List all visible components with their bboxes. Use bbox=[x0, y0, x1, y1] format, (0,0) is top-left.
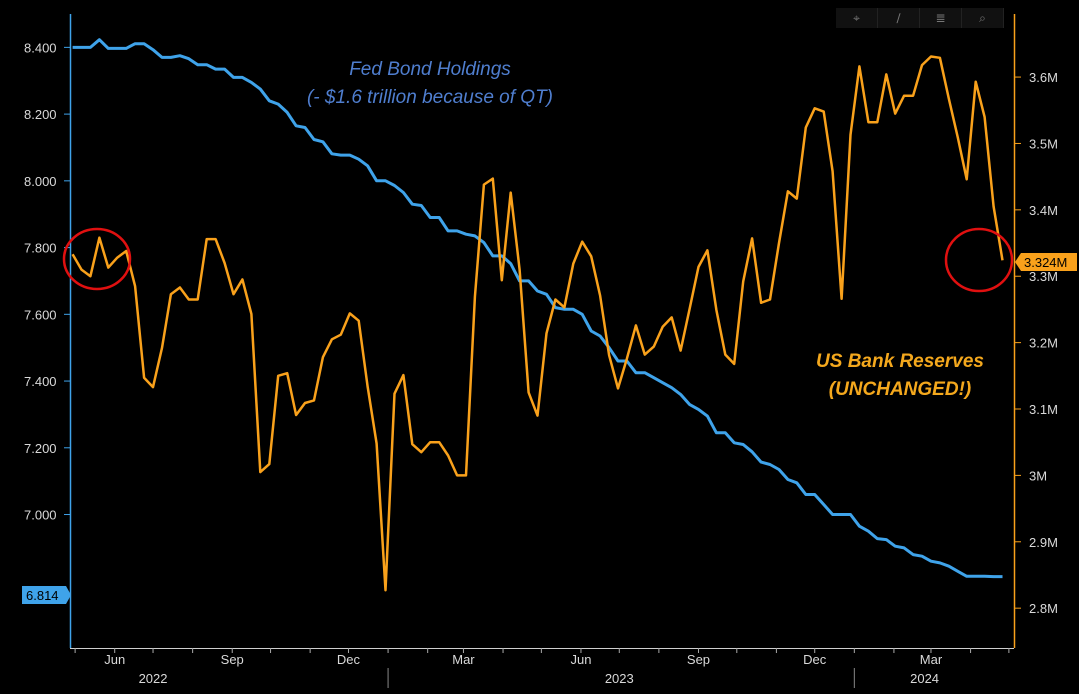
x-year-label: 2023 bbox=[605, 671, 634, 686]
left-tick-label: 7.000 bbox=[24, 508, 57, 523]
zoom-icon[interactable]: ⌕ bbox=[962, 8, 1004, 28]
left-tick-label: 8.200 bbox=[24, 107, 57, 122]
crosshair-icon[interactable]: ⌖ bbox=[836, 8, 878, 28]
left-tick-label: 7.400 bbox=[24, 374, 57, 389]
reserves-annotation-line1: US Bank Reserves bbox=[816, 351, 984, 372]
x-year-label: 2022 bbox=[139, 671, 168, 686]
x-month-label: Mar bbox=[452, 652, 475, 667]
x-month-label: Sep bbox=[687, 652, 710, 667]
pencil-icon[interactable]: ∕ bbox=[878, 8, 920, 28]
bank-reserves-line bbox=[71, 55, 1004, 592]
right-tick-label: 3.1M bbox=[1029, 402, 1058, 417]
x-month-label: Sep bbox=[221, 652, 244, 667]
right-tick-label: 3.6M bbox=[1029, 70, 1058, 85]
right-last-value-tag: 3.324M bbox=[1015, 253, 1077, 271]
layers-icon[interactable]: ≣ bbox=[920, 8, 962, 28]
right-tick-label: 3.2M bbox=[1029, 336, 1058, 351]
right-tick-label: 3.3M bbox=[1029, 269, 1058, 284]
highlight-circle-start bbox=[62, 227, 132, 291]
left-tick-label: 8.400 bbox=[24, 40, 57, 55]
left-last-value-tag: 6.814 bbox=[22, 586, 71, 604]
x-month-label: Dec bbox=[803, 652, 827, 667]
left-tick-label: 8.000 bbox=[24, 174, 57, 189]
left-tick-label: 7.600 bbox=[24, 307, 57, 322]
right-tick-label: 2.8M bbox=[1029, 601, 1058, 616]
right-last-value-label: 3.324M bbox=[1024, 255, 1067, 270]
x-month-label: Dec bbox=[337, 652, 361, 667]
x-month-label: Jun bbox=[104, 652, 125, 667]
right-tick-label: 3M bbox=[1029, 468, 1047, 483]
x-year-label: 2024 bbox=[910, 671, 939, 686]
right-tick-label: 3.4M bbox=[1029, 203, 1058, 218]
left-last-value-label: 6.814 bbox=[26, 588, 59, 603]
fed-bond-holdings-line bbox=[72, 38, 1003, 579]
reserves-annotation-line2: (UNCHANGED!) bbox=[829, 379, 971, 400]
x-month-label: Jun bbox=[570, 652, 591, 667]
x-month-label: Mar bbox=[920, 652, 943, 667]
highlight-circle-end bbox=[944, 227, 1014, 293]
left-tick-label: 7.200 bbox=[24, 441, 57, 456]
fed-holdings-annotation-line1: Fed Bond Holdings bbox=[349, 59, 511, 80]
fed-holdings-annotation-line2: (- $1.6 trillion because of QT) bbox=[307, 87, 553, 108]
chart-toolbar: ⌖ ∕ ≣ ⌕ bbox=[836, 8, 1004, 28]
right-tick-label: 3.5M bbox=[1029, 136, 1058, 151]
left-tick-label: 7.800 bbox=[24, 241, 57, 256]
right-tick-label: 2.9M bbox=[1029, 535, 1058, 550]
